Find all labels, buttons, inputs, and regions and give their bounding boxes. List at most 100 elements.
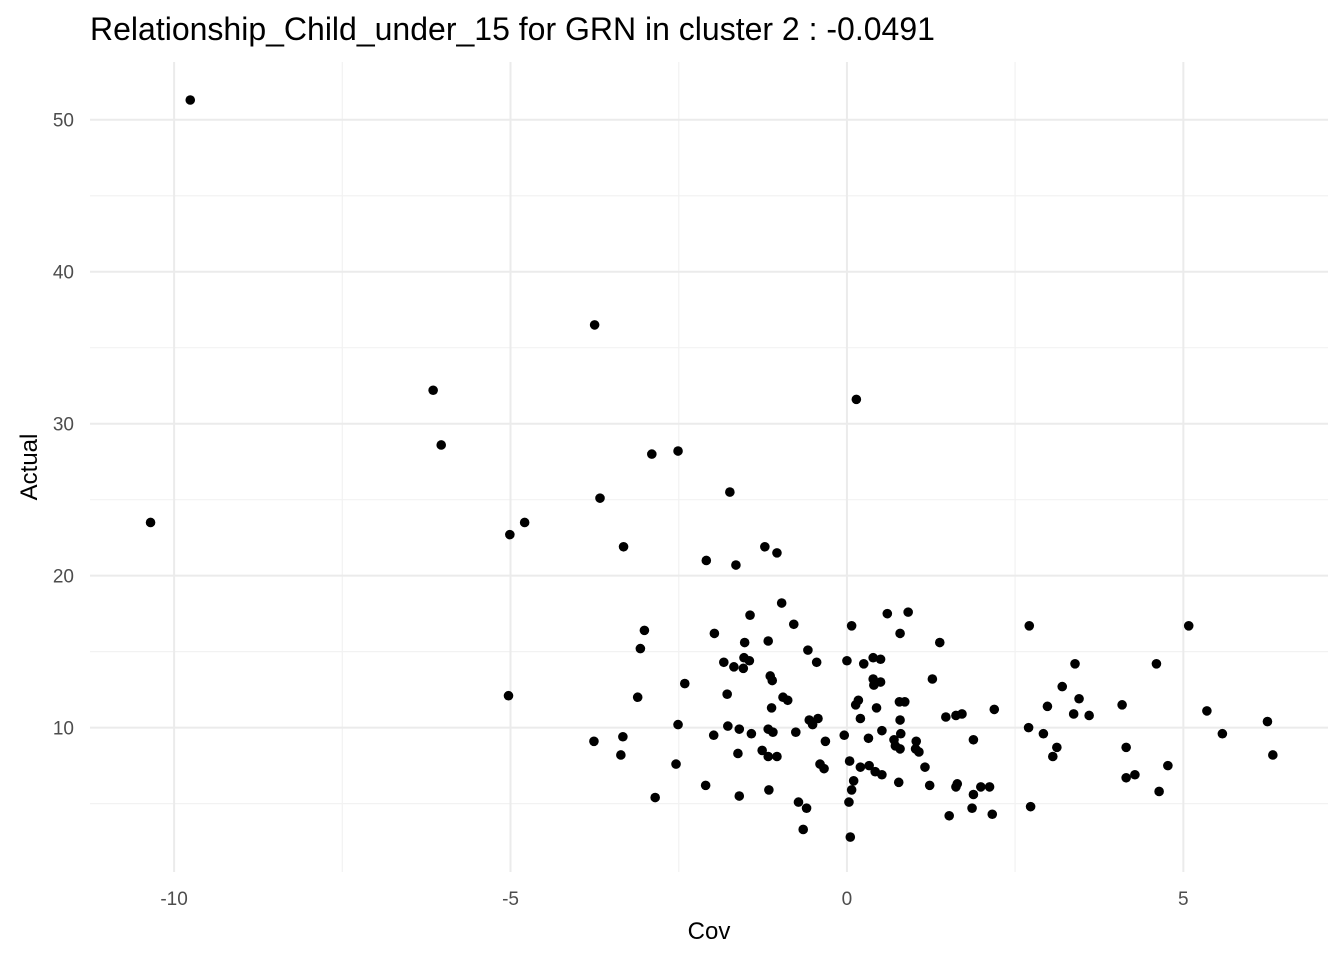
scatter-point (671, 759, 681, 769)
scatter-point (882, 608, 893, 619)
scatter-point (1121, 742, 1131, 753)
scatter-point (844, 756, 855, 766)
scatter-point (846, 785, 857, 795)
scatter-point (845, 832, 856, 842)
scatter-point (519, 517, 530, 528)
scatter-point (957, 709, 967, 719)
y-tick-label: 50 (53, 111, 74, 132)
scatter-point (760, 541, 770, 552)
scatter-point (595, 493, 605, 503)
scatter-point (744, 655, 755, 666)
x-tick-label: 0 (842, 889, 853, 910)
scatter-point (850, 700, 861, 710)
x-tick-label: 5 (1178, 889, 1189, 910)
scatter-point (723, 721, 733, 731)
scatter-point (428, 385, 438, 396)
scatter-point (984, 782, 995, 792)
scatter-point (803, 645, 813, 655)
scatter-point (767, 675, 778, 686)
tick-labels: -10 -5 0 5 10 20 30 40 50 (53, 111, 1189, 910)
scatter-point (968, 734, 979, 745)
scatter-point (709, 628, 720, 639)
scatter-point (863, 733, 874, 744)
scatter-point (733, 748, 743, 759)
scatter-point (875, 654, 886, 665)
scatter-point (1070, 659, 1080, 669)
scatter-point (739, 637, 750, 648)
scatter-point (1084, 710, 1094, 721)
scatter-point (820, 736, 831, 747)
scatter-point (763, 751, 774, 762)
scatter-point (722, 689, 732, 699)
scatter-point (772, 548, 782, 558)
scatter-point (1130, 769, 1140, 780)
scatter-point (842, 655, 852, 666)
scatter-point (782, 695, 793, 706)
scatter-point (1052, 742, 1062, 753)
scatter-point (819, 763, 829, 774)
scatter-point (989, 704, 1000, 715)
scatter-point (734, 791, 745, 801)
scatter-point (679, 678, 690, 689)
scatter-point (877, 725, 887, 736)
scatter-point (893, 777, 904, 788)
scatter-point (731, 560, 741, 570)
y-tick-label: 30 (53, 415, 74, 436)
chart-title: Relationship_Child_under_15 for GRN in c… (90, 11, 935, 47)
scatter-point (798, 824, 808, 835)
scatter-point (1163, 760, 1173, 771)
scatter-point (1268, 750, 1278, 760)
scatter-point (776, 598, 787, 608)
y-axis-title: Actual (16, 434, 43, 501)
scatter-point (807, 719, 818, 730)
scatter-point (1151, 659, 1162, 669)
scatter-point (632, 692, 643, 703)
scatter-point (1038, 728, 1049, 739)
data-points (145, 95, 1278, 842)
scatter-point (811, 657, 822, 668)
scatter-point (1023, 722, 1034, 733)
scatter-point (844, 797, 854, 807)
scatter-point (790, 727, 801, 737)
scatter-point (941, 712, 951, 722)
scatter-point (895, 628, 905, 639)
scatter-point (944, 810, 954, 821)
scatter-point (673, 719, 683, 730)
scatter-point (987, 809, 998, 820)
scatter-point (738, 663, 749, 674)
scatter-point (911, 736, 922, 747)
scatter-point (701, 555, 712, 566)
scatter-point (505, 529, 515, 540)
scatter-point (920, 762, 930, 772)
scatter-point (729, 662, 739, 672)
scatter-point (968, 789, 979, 800)
scatter-point (772, 751, 782, 762)
scatter-point (650, 792, 660, 803)
scatter-point (589, 736, 599, 747)
scatter-point (763, 636, 774, 646)
scatter-point (746, 728, 757, 739)
scatter-point (976, 782, 986, 792)
scatter-point (639, 625, 650, 636)
scatter-point (725, 487, 735, 497)
scatter-point (1117, 700, 1127, 710)
scatter-point (1057, 681, 1068, 692)
scatter-point (871, 703, 882, 713)
y-tick-label: 10 (53, 719, 74, 740)
scatter-point (503, 690, 514, 701)
scatter-point (851, 394, 862, 405)
scatter-point (647, 449, 657, 459)
scatter-point (618, 731, 628, 742)
y-tick-label: 20 (53, 567, 74, 588)
scatter-point (895, 715, 905, 725)
scatter-point (764, 785, 774, 795)
scatter-point (903, 607, 913, 617)
scatter-point (868, 652, 878, 663)
scatter-point (1068, 709, 1079, 719)
scatter-point (768, 727, 778, 737)
scatter-point (801, 803, 812, 813)
scatter-point (1217, 728, 1228, 739)
scatter-point (877, 769, 887, 780)
scatter-point (895, 728, 906, 739)
